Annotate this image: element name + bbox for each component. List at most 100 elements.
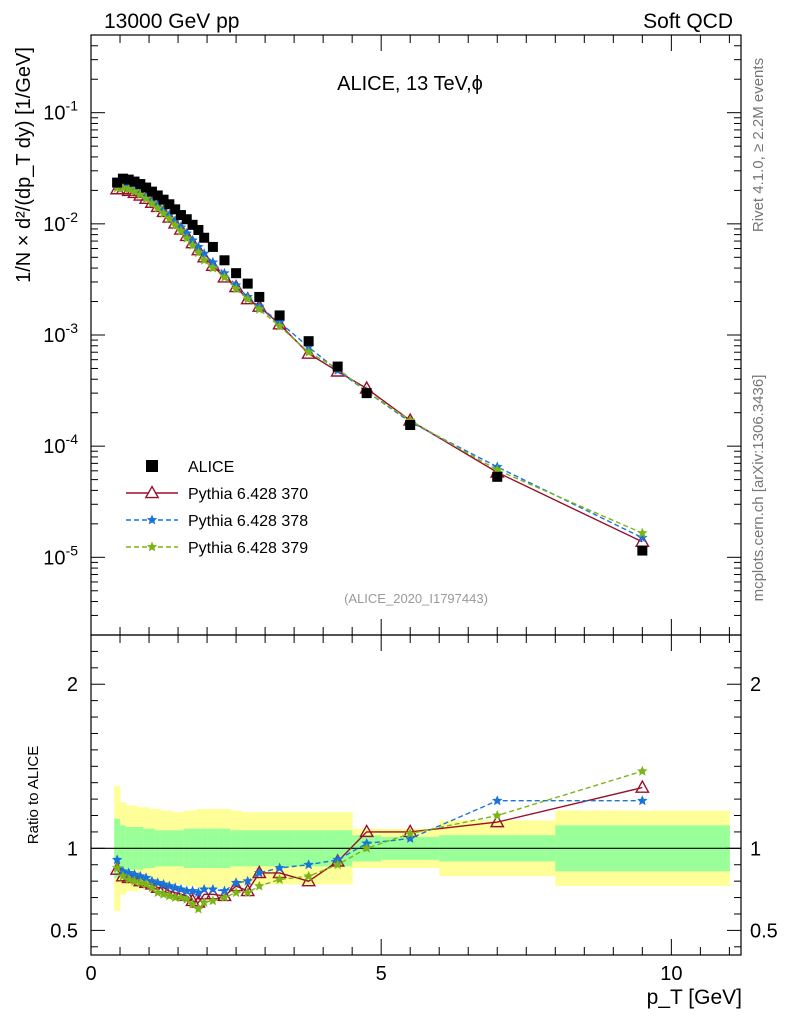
series-point-3 <box>169 219 181 230</box>
series-point-0 <box>240 883 256 897</box>
x-axis-label: p_T [GeV] <box>647 986 742 1009</box>
series-point-1 <box>637 795 648 806</box>
series-point-2 <box>303 870 314 881</box>
y-tick-label: 10-3 <box>43 320 78 347</box>
header-beam-label: 13000 GeV pp <box>104 10 239 33</box>
series-point-3 <box>254 303 265 314</box>
series-point-3 <box>637 527 648 538</box>
series-point-1 <box>361 837 372 848</box>
data-point <box>303 336 314 347</box>
series-point-3 <box>135 189 146 200</box>
data-point <box>254 291 265 302</box>
series-point-2 <box>123 874 134 884</box>
data-point <box>242 278 253 289</box>
series-point-1 <box>219 885 230 896</box>
series-point-3 <box>140 193 152 204</box>
data-point <box>164 199 175 210</box>
x-tick-label: 5 <box>376 963 387 985</box>
series-point-3 <box>274 320 285 331</box>
y-tick-label: 10-2 <box>43 209 78 236</box>
series-point-0 <box>634 779 650 793</box>
series-point-2 <box>207 895 219 906</box>
series-point-2 <box>193 903 204 914</box>
data-point <box>158 194 169 205</box>
series-point-2 <box>175 892 187 902</box>
series-point-1 <box>111 854 123 865</box>
y-tick-label: 10-1 <box>43 98 78 125</box>
data-point <box>129 176 140 187</box>
legend: ALICE Pythia 6.428 370 Pythia 6.428 378 Pyt… <box>126 459 308 557</box>
data-point <box>170 204 181 215</box>
y-tick-label: 10-5 <box>43 542 78 569</box>
series-line-2 <box>116 770 643 911</box>
data-point <box>219 255 230 266</box>
series-point-1 <box>405 833 416 843</box>
series-point-1 <box>242 875 253 886</box>
main-title: ALICE, 13 TeV,ϕ <box>337 73 483 95</box>
data-point <box>361 388 372 399</box>
legend-label: Pythia 6.428 379 <box>188 540 308 557</box>
data-point <box>199 232 210 243</box>
series-point-2 <box>492 810 503 820</box>
series-point-3 <box>152 202 163 213</box>
legend-marker <box>144 485 160 499</box>
x-tick-label: 10 <box>660 963 682 985</box>
ratio-y-tick-label: 2 <box>67 674 78 696</box>
data-point <box>231 268 242 279</box>
series-point-3 <box>175 225 187 236</box>
data-point <box>193 225 204 236</box>
series-point-2 <box>207 256 219 267</box>
series-point-2 <box>274 874 285 884</box>
series-point-1 <box>187 885 198 896</box>
series-point-1 <box>207 883 219 894</box>
series-point-2 <box>187 234 198 245</box>
series-point-2 <box>146 882 158 893</box>
series-point-2 <box>198 897 210 907</box>
series-point-1 <box>301 345 317 359</box>
series-point-1 <box>193 887 204 898</box>
ratio-ylabel: Ratio to ALICE <box>25 746 42 844</box>
ratio-y-tick-label-right: 2 <box>750 674 761 696</box>
series-point-2 <box>198 248 210 258</box>
series-point-2 <box>230 887 242 898</box>
ratio-y-tick-label: 0.5 <box>50 920 78 942</box>
series-point-2 <box>242 887 253 898</box>
series-point-2 <box>637 765 648 776</box>
ratio-y-tick-label-right: 0.5 <box>750 920 778 942</box>
data-point <box>187 219 198 230</box>
legend-label: Pythia 6.428 370 <box>188 486 308 503</box>
x-tick-label: 0 <box>85 963 96 985</box>
series-point-1 <box>129 869 140 879</box>
series-point-2 <box>361 842 372 853</box>
series-point-1 <box>274 862 285 873</box>
data-point <box>492 471 503 482</box>
series-point-2 <box>193 241 204 252</box>
series-point-3 <box>158 208 169 218</box>
legend-label: Pythia 6.428 378 <box>188 513 308 530</box>
series-line-3 <box>117 187 643 534</box>
series-point-1 <box>492 795 503 806</box>
series-point-2 <box>158 888 169 899</box>
series-point-2 <box>637 532 648 543</box>
series-point-1 <box>332 854 343 865</box>
data-point <box>141 182 152 193</box>
data-point <box>181 214 192 225</box>
data-point <box>207 241 218 252</box>
series-point-1 <box>254 867 265 878</box>
header-process-label: Soft QCD <box>643 10 733 33</box>
series-point-2 <box>169 892 181 902</box>
series-point-3 <box>181 232 192 243</box>
data-point <box>405 419 416 430</box>
series-point-2 <box>152 887 163 898</box>
main-panel: 10-5 10-4 10-3 10-2 10-1 ALICE, 13 TeV,ϕ (AL… <box>13 34 742 636</box>
data-point <box>332 361 343 372</box>
series-point-2 <box>405 828 416 838</box>
series-point-2 <box>135 877 146 888</box>
data-point <box>135 179 146 190</box>
series-point-1 <box>175 883 187 894</box>
series-point-3 <box>219 271 230 282</box>
data-point <box>123 174 134 185</box>
series-point-3 <box>187 239 198 250</box>
series-point-1 <box>169 882 181 893</box>
data-point <box>175 210 186 221</box>
